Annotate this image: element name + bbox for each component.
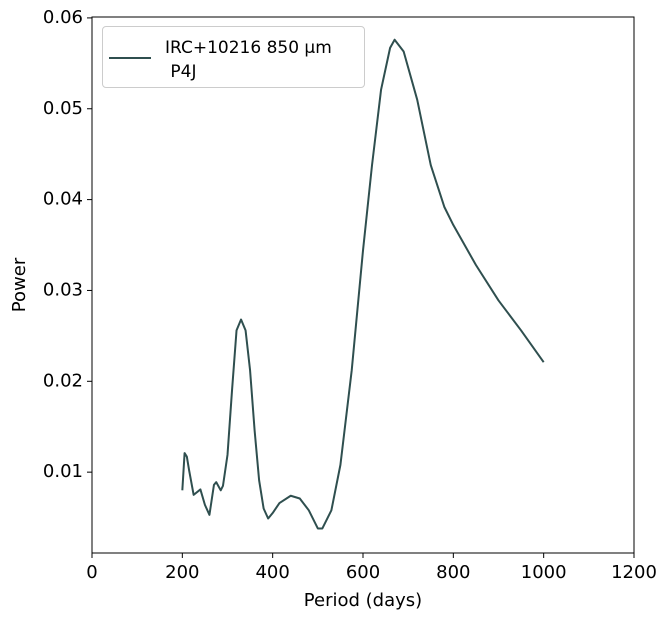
x-axis-label: Period (days) bbox=[304, 590, 422, 611]
x-tick-label: 0 bbox=[86, 562, 97, 583]
y-tick-label: 0.04 bbox=[43, 189, 83, 210]
plot-frame bbox=[91, 16, 635, 554]
legend-label: IRC+10216 850 μm P4J bbox=[165, 38, 332, 82]
x-tick-label: 600 bbox=[346, 562, 380, 583]
legend-swatch bbox=[109, 57, 151, 59]
y-tick-label: 0.05 bbox=[43, 98, 83, 119]
y-tick-label: 0.06 bbox=[43, 7, 83, 28]
y-axis-label: Power bbox=[9, 257, 30, 312]
x-tick-label: 800 bbox=[436, 562, 470, 583]
x-tick-label: 200 bbox=[165, 562, 199, 583]
y-tick-label: 0.03 bbox=[43, 279, 83, 300]
data-line bbox=[181, 38, 545, 530]
y-tick-label: 0.02 bbox=[43, 370, 83, 391]
legend: IRC+10216 850 μm P4J bbox=[102, 26, 365, 88]
x-tick-label: 1000 bbox=[521, 562, 567, 583]
x-tick-label: 1200 bbox=[611, 562, 657, 583]
y-tick-label: 0.01 bbox=[43, 461, 83, 482]
x-tick-label: 400 bbox=[255, 562, 289, 583]
